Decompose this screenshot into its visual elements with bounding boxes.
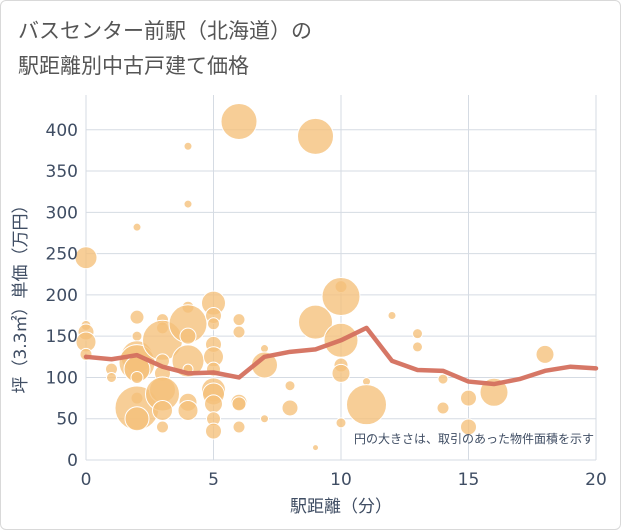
data-bubble xyxy=(152,399,173,421)
data-bubble xyxy=(535,344,555,364)
data-bubble xyxy=(321,277,361,317)
data-bubble xyxy=(74,246,98,270)
data-bubble xyxy=(131,330,143,342)
data-bubble xyxy=(260,344,269,354)
data-bubble xyxy=(412,341,423,353)
data-bubble xyxy=(232,325,246,339)
bubble-series xyxy=(74,103,555,452)
chart-title: バスセンター前駅（北海道）の 駅距離別中古戸建て価格 xyxy=(18,19,312,78)
data-bubble xyxy=(231,396,247,412)
data-bubble xyxy=(106,371,117,383)
data-bubble xyxy=(312,444,319,452)
data-bubble xyxy=(412,328,423,340)
data-bubble xyxy=(260,414,269,424)
data-bubble xyxy=(220,103,258,141)
data-bubble xyxy=(204,394,223,414)
average-line-series xyxy=(83,325,599,387)
size-note: 円の大きさは、取引のあった物件面積を示す xyxy=(354,431,594,446)
data-bubble xyxy=(129,309,145,325)
data-bubble xyxy=(298,304,333,340)
y-tick-label: 50 xyxy=(56,410,78,430)
y-tick-label: 200 xyxy=(46,286,78,306)
data-bubble xyxy=(284,380,296,392)
data-bubble xyxy=(124,406,150,432)
data-bubble xyxy=(183,141,193,151)
data-bubble xyxy=(346,384,387,426)
axis-ticks: 0 50 100 150 200 250 300 350 400 0 5 10 15 20 xyxy=(46,121,607,490)
data-bubble xyxy=(387,311,397,321)
y-tick-label: 100 xyxy=(46,368,78,388)
x-tick-label: 0 xyxy=(81,470,92,490)
data-bubble xyxy=(281,399,299,417)
data-bubble xyxy=(156,420,169,434)
x-tick-label: 5 xyxy=(208,470,219,490)
x-tick-label: 20 xyxy=(585,470,607,490)
y-axis-label: 坪（3.3㎡）単価（万円） xyxy=(11,196,31,393)
y-tick-label: 250 xyxy=(46,245,78,265)
x-tick-label: 10 xyxy=(330,470,352,490)
x-tick-label: 15 xyxy=(458,470,480,490)
data-bubble xyxy=(177,399,199,421)
data-bubble xyxy=(232,313,246,327)
data-bubble xyxy=(132,222,142,232)
x-axis-label: 駅距離（分） xyxy=(290,497,392,517)
y-tick-label: 400 xyxy=(46,121,78,141)
data-bubble xyxy=(183,199,193,209)
data-bubble xyxy=(437,373,449,385)
data-bubble xyxy=(436,401,450,415)
data-bubble xyxy=(207,317,220,331)
average-price-line xyxy=(83,325,599,387)
data-bubble xyxy=(232,420,246,434)
data-bubble xyxy=(460,389,477,407)
data-bubble xyxy=(130,370,144,384)
data-bubble xyxy=(335,417,347,429)
y-tick-label: 0 xyxy=(67,451,78,471)
data-bubble xyxy=(179,327,197,345)
data-bubble xyxy=(460,418,477,436)
y-tick-label: 150 xyxy=(46,327,78,347)
y-tick-label: 300 xyxy=(46,203,78,223)
data-bubble xyxy=(331,363,351,383)
data-bubble xyxy=(205,422,222,440)
y-tick-label: 350 xyxy=(46,162,78,182)
data-bubble xyxy=(297,117,334,155)
